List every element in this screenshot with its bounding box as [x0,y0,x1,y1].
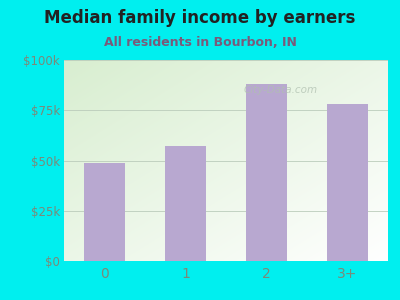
Bar [246,84,287,261]
Text: Median family income by earners: Median family income by earners [44,9,356,27]
Text: All residents in Bourbon, IN: All residents in Bourbon, IN [104,36,296,49]
Text: City-Data.com: City-Data.com [244,85,318,95]
Bar [84,163,125,261]
Bar [165,146,206,261]
Bar [327,104,368,261]
